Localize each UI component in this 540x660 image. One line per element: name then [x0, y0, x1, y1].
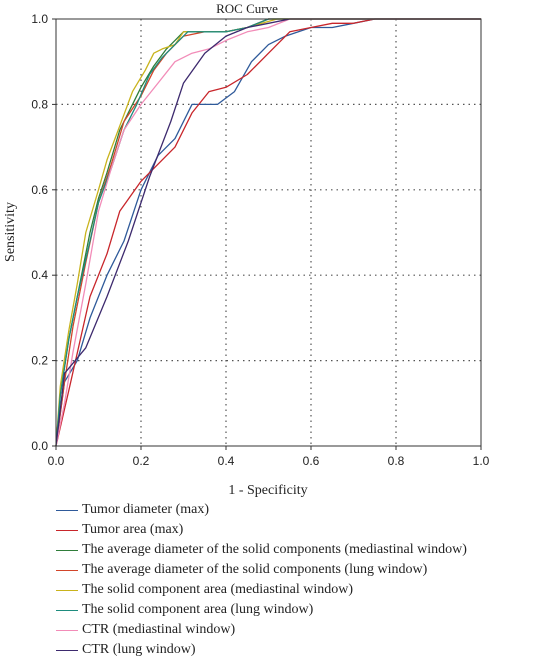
grid-layer: [56, 19, 481, 446]
legend-label: The solid component area (lung window): [82, 602, 314, 617]
legend-label: The solid component area (mediastinal wi…: [82, 582, 353, 597]
series-line-2: [55, 18, 481, 447]
x-tick-label: 0.4: [218, 454, 235, 468]
legend-item: CTR (mediastinal window): [56, 620, 536, 640]
legend-swatch: [56, 650, 78, 651]
y-tick-label: 0.0: [31, 439, 48, 453]
y-tick-label: 0.4: [31, 268, 48, 282]
legend-label: The average diameter of the solid compon…: [82, 542, 467, 557]
legend-swatch: [56, 590, 78, 591]
legend-swatch: [56, 530, 78, 531]
y-tick-label: 0.2: [31, 354, 48, 368]
series-line-4: [55, 18, 481, 447]
legend-swatch: [56, 630, 78, 631]
legend-item: The average diameter of the solid compon…: [56, 540, 536, 560]
series-line-5: [55, 18, 481, 447]
x-tick-label: 0.8: [388, 454, 405, 468]
legend-swatch: [56, 610, 78, 611]
roc-chart: ROC Curve 0.0 0.2 0.4 0.6 0.8 1.0 0.0 0.2 0.4 0.6…: [3, 1, 490, 498]
axis-layer: 0.0 0.2 0.4 0.6 0.8 1.0 0.0 0.2 0.4 0.6 0.8 1.0: [31, 12, 489, 468]
legend-swatch: [56, 550, 78, 551]
series-line-1: [55, 18, 481, 447]
legend-swatch: [56, 570, 78, 571]
legend-item: Tumor area (max): [56, 520, 536, 540]
y-tick-label: 0.8: [31, 97, 48, 111]
series-line-3: [55, 18, 481, 447]
legend-item: CTR (lung window): [56, 640, 536, 660]
legend-item: The solid component area (lung window): [56, 600, 536, 620]
y-axis-title: Sensitivity: [3, 202, 18, 262]
plot-frame: [55, 18, 482, 447]
x-tick-label: 0.0: [48, 454, 65, 468]
x-tick-label: 0.2: [133, 454, 150, 468]
legend-label: Tumor area (max): [82, 522, 184, 537]
x-axis-title: 1 - Specificity: [228, 483, 307, 498]
legend-item: Tumor diameter (max): [56, 500, 536, 520]
chart-title: ROC Curve: [216, 1, 278, 16]
series-line-7: [55, 18, 481, 447]
series-line-8: [55, 18, 481, 447]
y-tick-label: 0.6: [31, 183, 48, 197]
legend-swatch: [56, 510, 78, 511]
legend-item: The average diameter of the solid compon…: [56, 560, 536, 580]
x-tick-label: 0.6: [303, 454, 320, 468]
series-layer: [55, 18, 481, 447]
y-tick-label: 1.0: [31, 12, 48, 26]
legend-item: The solid component area (mediastinal wi…: [56, 580, 536, 600]
legend-label: CTR (mediastinal window): [82, 622, 236, 637]
legend: Tumor diameter (max) Tumor area (max) The …: [56, 500, 536, 660]
legend-label: The average diameter of the solid compon…: [82, 562, 428, 577]
legend-label: CTR (lung window): [82, 642, 196, 657]
x-tick-label: 1.0: [473, 454, 490, 468]
legend-label: Tumor diameter (max): [82, 502, 210, 517]
series-line-6: [55, 18, 481, 447]
